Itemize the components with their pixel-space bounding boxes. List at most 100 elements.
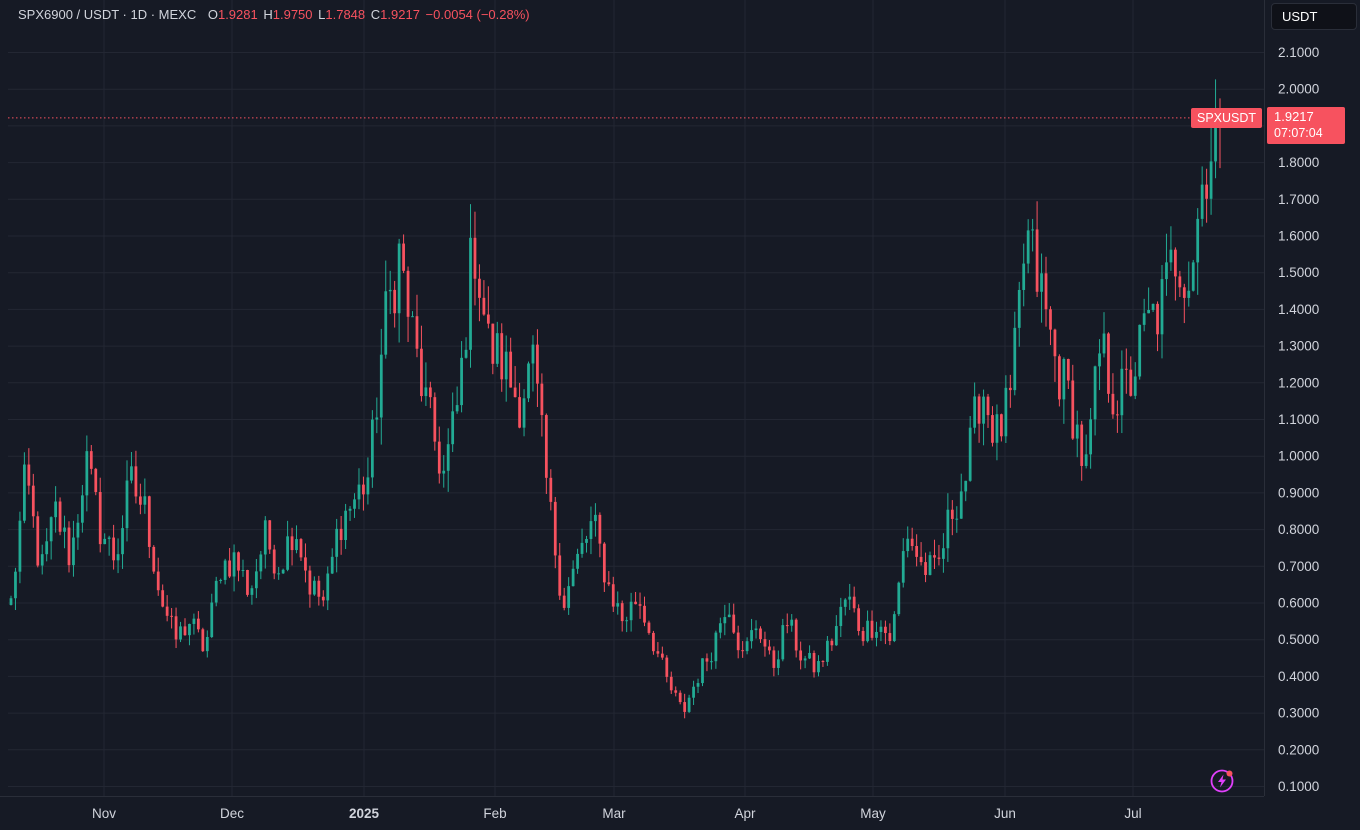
candle-body (89, 451, 93, 469)
candle (72, 520, 75, 577)
candle-body (85, 451, 89, 496)
candle (946, 493, 950, 562)
candle-body (852, 596, 856, 609)
candle (892, 611, 896, 643)
candle-body (107, 537, 111, 539)
candle (295, 525, 298, 554)
candle-body (594, 514, 597, 522)
candle (803, 655, 807, 669)
candle-body (1178, 276, 1182, 288)
candle (183, 618, 187, 636)
candle-body (80, 495, 84, 523)
candle (580, 528, 584, 558)
candle-body (1080, 424, 1084, 466)
candle (152, 545, 156, 574)
candle (1120, 350, 1124, 434)
candle (585, 535, 588, 553)
candle (348, 506, 352, 521)
y-tick-label: 1.2000 (1278, 375, 1319, 390)
candle-body (138, 496, 142, 505)
candle-body (781, 625, 785, 660)
candle (558, 543, 562, 600)
candle-body (1124, 368, 1128, 370)
candle (536, 329, 539, 407)
candle-body (495, 333, 499, 364)
candle-body (420, 348, 423, 397)
candle-body (473, 237, 477, 279)
candle-body (1026, 230, 1030, 264)
candle-body (486, 314, 490, 324)
candle (1151, 303, 1155, 313)
candle (745, 637, 749, 655)
candle (406, 266, 410, 342)
candle-body (143, 496, 147, 505)
candle-body (763, 639, 767, 647)
lightning-icon[interactable] (1209, 768, 1235, 794)
candle (714, 630, 718, 669)
candle-body (964, 480, 968, 492)
candle (834, 615, 838, 646)
candle (161, 584, 165, 608)
candle (192, 613, 196, 635)
candle (553, 496, 557, 569)
currency-button[interactable]: USDT (1271, 3, 1357, 30)
candle (683, 693, 687, 719)
candle (669, 671, 673, 694)
y-tick-label: 1.6000 (1278, 229, 1319, 244)
candle-body (1147, 309, 1151, 314)
candle (928, 551, 932, 576)
candle (455, 386, 459, 414)
candle (950, 500, 954, 536)
candle-body (210, 602, 214, 638)
candle-body (125, 480, 129, 529)
candle (968, 416, 972, 482)
candle-body (830, 640, 834, 646)
candle (759, 626, 762, 643)
candle (1107, 332, 1110, 403)
candle-body (888, 633, 892, 642)
candle (1214, 79, 1217, 179)
y-tick-label: 0.4000 (1278, 669, 1319, 684)
candle (736, 625, 740, 659)
candle-body (950, 509, 954, 519)
candle (1196, 208, 1200, 295)
candle-body (897, 582, 901, 615)
y-tick-label: 1.5000 (1278, 265, 1319, 280)
candle (933, 539, 936, 570)
candle-body (759, 628, 762, 640)
candle-body (397, 243, 401, 314)
candle (232, 544, 236, 592)
candle-body (237, 552, 240, 571)
candle-body (402, 243, 405, 271)
candle (1129, 356, 1133, 397)
candle (741, 641, 745, 658)
candle (870, 610, 874, 641)
candle-body (942, 548, 945, 559)
candle-body (741, 650, 745, 652)
candle (179, 621, 182, 643)
candle-body (469, 237, 472, 350)
candle (995, 404, 999, 461)
candle-body (165, 606, 169, 616)
candle (495, 321, 499, 368)
candle-body (379, 354, 383, 418)
candle (451, 392, 455, 453)
candle-body (839, 606, 843, 627)
candle-body (348, 508, 352, 511)
candle (527, 361, 530, 403)
candle-body (201, 629, 205, 652)
candle-body (1200, 184, 1204, 219)
candle-body (647, 622, 651, 633)
candle (727, 603, 731, 618)
candle-body (27, 464, 31, 486)
candle (790, 614, 794, 632)
candle-body (326, 573, 330, 601)
candle (763, 631, 767, 657)
candle-body (205, 637, 209, 652)
candle-body (214, 580, 218, 603)
candle-body (834, 626, 838, 646)
candle-body (1044, 273, 1048, 310)
candle-body (446, 444, 450, 471)
